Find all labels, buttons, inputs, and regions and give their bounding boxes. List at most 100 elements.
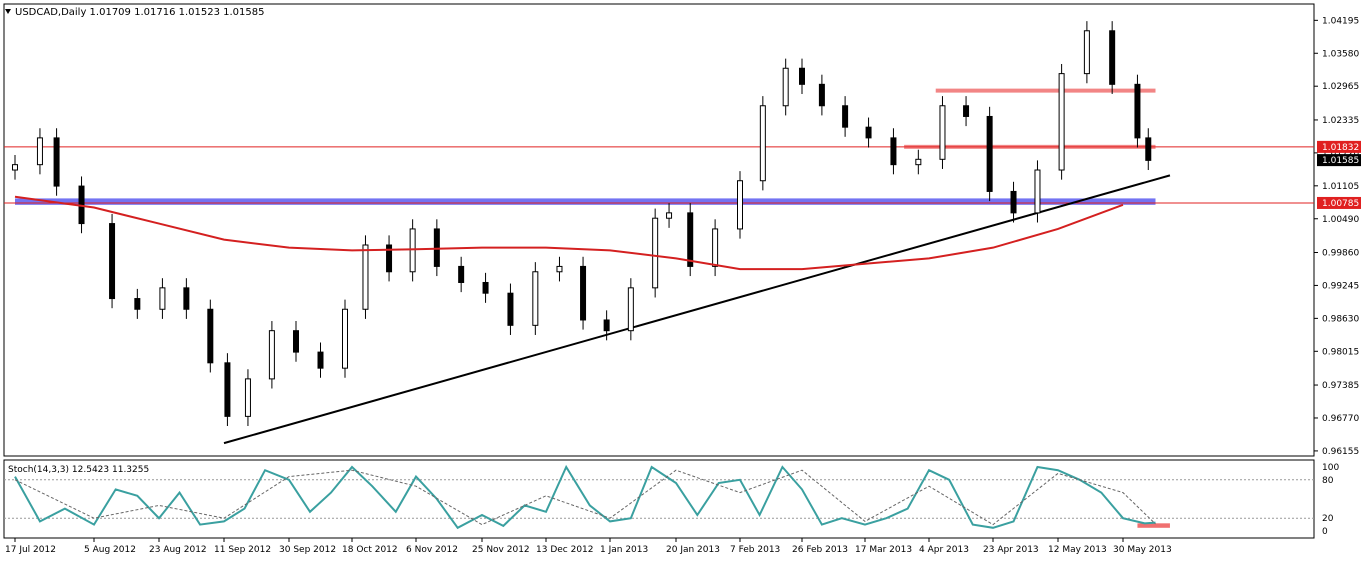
candle-body	[224, 362, 231, 417]
stoch-y-label: 20	[1322, 514, 1334, 524]
candle-body	[1109, 30, 1116, 85]
x-tick-label: 23 Apr 2013	[983, 545, 1039, 555]
axis-layer: 1.04195 1.03580 1.02965 1.02335 1.01720 1.011…	[5, 16, 1361, 555]
candle-body	[36, 137, 43, 166]
candle-body	[12, 164, 18, 171]
stochastic-header: Stoch(14,3,3) 12.5423 11.3255	[8, 465, 149, 475]
x-tick-label: 30 May 2013	[1113, 545, 1172, 555]
y-tick-label: 0.99245	[1322, 281, 1359, 291]
x-tick-label: 6 Nov 2012	[406, 545, 458, 555]
y-tick-label: 0.96155	[1322, 447, 1359, 457]
x-tick-label: 1 Jan 2013	[600, 545, 648, 555]
candle-body	[1134, 83, 1141, 139]
x-tick-label: 18 Oct 2012	[342, 545, 398, 555]
price-label-box	[1317, 140, 1361, 153]
moving-average-line	[14, 195, 1124, 271]
candle-body	[782, 67, 789, 107]
candle-body	[268, 330, 275, 380]
candle-body	[207, 308, 214, 364]
candle-body	[1058, 73, 1065, 171]
candle-body	[963, 105, 970, 117]
candle-body	[652, 217, 659, 289]
candle-body	[687, 212, 694, 267]
candle-body	[939, 105, 946, 160]
stoch-y-label: 0	[1322, 527, 1328, 537]
candle-body	[1010, 190, 1017, 214]
candle-body	[109, 223, 116, 300]
candle-body	[532, 271, 539, 326]
candle-body	[53, 137, 60, 187]
candle-body	[342, 308, 348, 369]
x-tick-label: 17 Mar 2013	[855, 545, 912, 555]
candle-body	[818, 83, 825, 107]
candle-body	[915, 158, 922, 166]
candle-body	[293, 330, 299, 353]
x-tick-label: 11 Sep 2012	[214, 545, 271, 555]
candle-body	[627, 287, 634, 332]
y-tick-label: 1.02335	[1322, 116, 1359, 126]
candle-body	[159, 287, 166, 310]
y-tick-label: 0.97385	[1322, 381, 1359, 391]
main-pane-frame	[3, 3, 1315, 457]
candle-body	[603, 319, 610, 332]
stochastic-pane	[3, 459, 1315, 539]
stochastic-title: Stoch(14,3,3) 12.5423 11.3255	[8, 465, 149, 475]
y-tick-label: 1.01105	[1322, 182, 1359, 192]
zone-rect-0	[15, 198, 1156, 205]
stochastic-pane-frame	[3, 459, 1315, 539]
candle-body	[482, 281, 489, 294]
candle-body	[759, 105, 766, 182]
x-tick-label: 30 Sep 2012	[279, 545, 336, 555]
candle-body	[1034, 169, 1041, 214]
stoch-highlight	[1137, 523, 1170, 528]
y-tick-label: 0.96770	[1322, 414, 1359, 424]
x-tick-label: 13 Dec 2012	[536, 545, 594, 555]
price-label-box	[1317, 154, 1361, 167]
price-label: 1.01585	[1322, 156, 1359, 166]
y-tick-label: 0.99860	[1322, 248, 1359, 258]
y-tick-label: 1.00490	[1322, 215, 1359, 225]
candle-body	[134, 298, 141, 310]
x-tick-label: 4 Apr 2013	[919, 545, 969, 555]
x-tick-label: 12 May 2013	[1048, 545, 1107, 555]
candle-body	[244, 378, 251, 417]
stoch-y-label: 80	[1322, 476, 1334, 486]
stoch-y-label: 100	[1322, 463, 1339, 473]
candle-body	[317, 351, 324, 369]
candle-body	[362, 244, 369, 310]
x-tick-label: 7 Feb 2013	[730, 545, 780, 555]
candle-body	[890, 137, 897, 166]
price-label: 1.01832	[1322, 143, 1359, 153]
stoch-line-signal	[14, 469, 1156, 526]
stoch-line-main	[14, 464, 1156, 530]
y-tick-label: 0.98015	[1322, 347, 1359, 357]
candle-body	[865, 126, 872, 139]
main-price-pane	[3, 3, 1315, 457]
symbol-header: USDCAD,Daily 1.01709 1.01716 1.01523 1.0…	[15, 7, 265, 18]
x-tick-label: 26 Feb 2013	[792, 545, 848, 555]
candle-body	[842, 105, 849, 128]
dropdown-triangle-icon[interactable]	[5, 9, 11, 14]
chart-header: USDCAD,Daily 1.01709 1.01716 1.01523 1.0…	[5, 7, 265, 18]
x-tick-label: 25 Nov 2012	[472, 545, 530, 555]
candle-body	[433, 228, 440, 267]
y-tick-label: 1.04195	[1322, 16, 1359, 26]
candle-body	[799, 67, 805, 85]
candle-body	[183, 287, 190, 310]
x-tick-label: 23 Aug 2012	[149, 545, 207, 555]
y-tick-label: 1.03580	[1322, 49, 1359, 59]
candle-body	[737, 180, 743, 230]
x-tick-label: 17 Jul 2012	[5, 545, 56, 555]
y-tick-label: 1.01720	[1322, 149, 1359, 159]
x-tick-label: 5 Aug 2012	[84, 545, 136, 555]
candle-body	[556, 265, 563, 273]
x-tick-label: 20 Jan 2013	[666, 545, 720, 555]
y-tick-label: 1.02965	[1322, 82, 1359, 92]
candle-body	[666, 212, 673, 219]
y-tick-label: 0.98630	[1322, 314, 1359, 324]
zone-rect-2	[935, 88, 1156, 93]
candle-body	[580, 265, 587, 321]
